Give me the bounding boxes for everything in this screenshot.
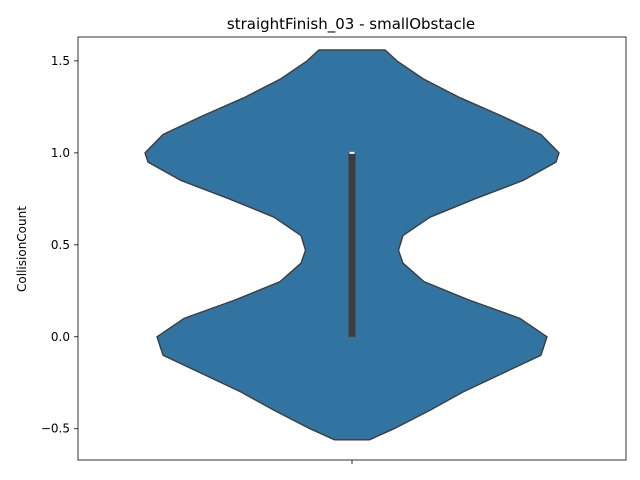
quartile-box [348,152,356,337]
y-tick-label: 0.0 [51,330,70,344]
plot-area [144,49,560,441]
y-tick-label: 1.5 [51,54,70,68]
y-axis-label: CollisionCount [15,206,29,292]
y-axis: −0.5 0.0 0.5 1.0 1.5 [41,54,78,436]
y-tick-label: −0.5 [41,422,70,436]
chart-title: straightFinish_03 - smallObstacle [227,15,475,34]
y-tick-label: 1.0 [51,146,70,160]
y-tick-label: 0.5 [51,238,70,252]
